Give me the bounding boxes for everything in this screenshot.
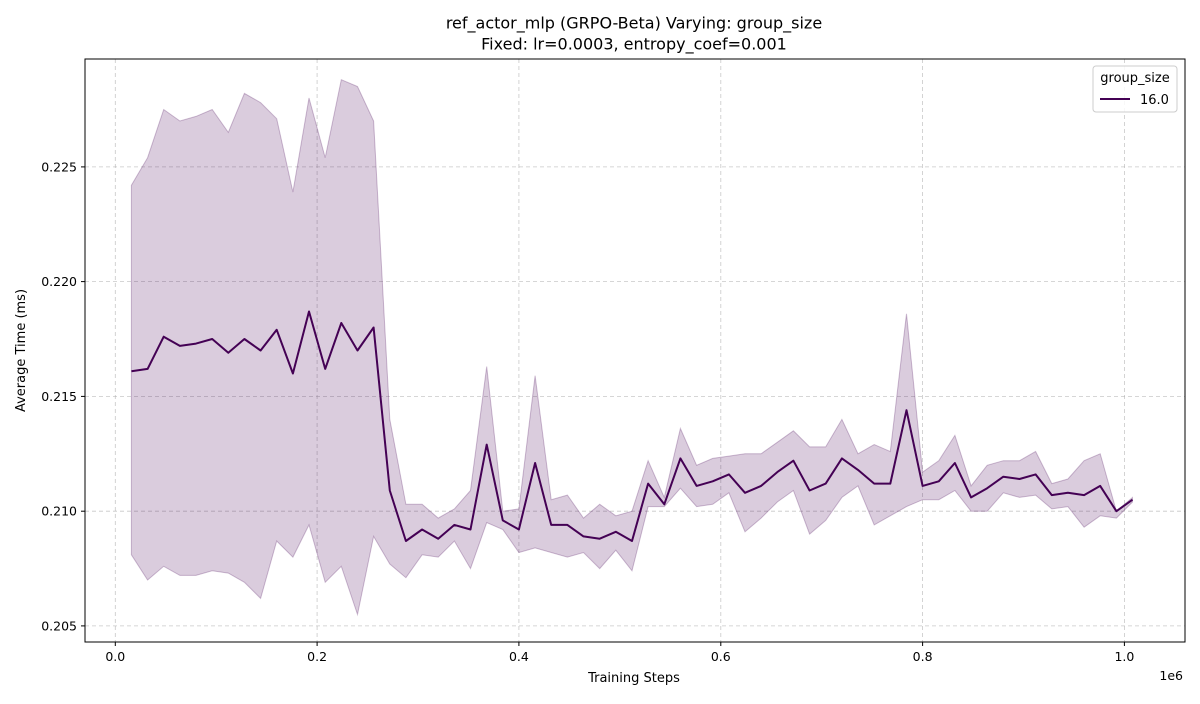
x-tick-label: 0.2	[307, 649, 327, 664]
y-tick-label: 0.220	[41, 274, 77, 289]
x-tick-label: 0.0	[105, 649, 125, 664]
confidence-band	[130, 79, 1133, 617]
x-axis-offset-label: 1e6	[1159, 668, 1183, 683]
series-line-16	[131, 310, 1134, 542]
series-line-layer	[131, 310, 1134, 542]
x-axis-ticks: 0.0 0.2 0.4 0.6 0.8 1.0	[105, 642, 1134, 664]
legend-box	[1092, 65, 1178, 113]
y-tick-label: 0.205	[41, 618, 77, 633]
x-axis-label: Training Steps	[587, 671, 680, 686]
y-tick-label: 0.215	[41, 389, 77, 404]
chart-subtitle: Fixed: lr=0.0003, entropy_coef=0.001	[481, 35, 787, 55]
x-tick-label: 0.6	[711, 649, 731, 664]
y-tick-label: 0.225	[41, 159, 77, 174]
legend: group_size 16.0	[1092, 65, 1178, 113]
x-tick-label: 1.0	[1114, 649, 1134, 664]
y-tick-label: 0.210	[41, 504, 77, 519]
x-tick-label: 0.4	[509, 649, 529, 664]
y-axis-label: Average Time (ms)	[14, 289, 29, 412]
confidence-band-layer	[130, 79, 1133, 617]
y-axis-ticks: 0.205 0.210 0.215 0.220 0.225	[41, 159, 85, 633]
plot-frame	[84, 58, 1186, 643]
x-tick-label: 0.8	[913, 649, 933, 664]
chart-title: ref_actor_mlp (GRPO-Beta) Varying: group…	[446, 14, 822, 34]
legend-title: group_size	[1100, 71, 1169, 86]
legend-label-16: 16.0	[1140, 93, 1169, 108]
grid	[85, 59, 1185, 642]
